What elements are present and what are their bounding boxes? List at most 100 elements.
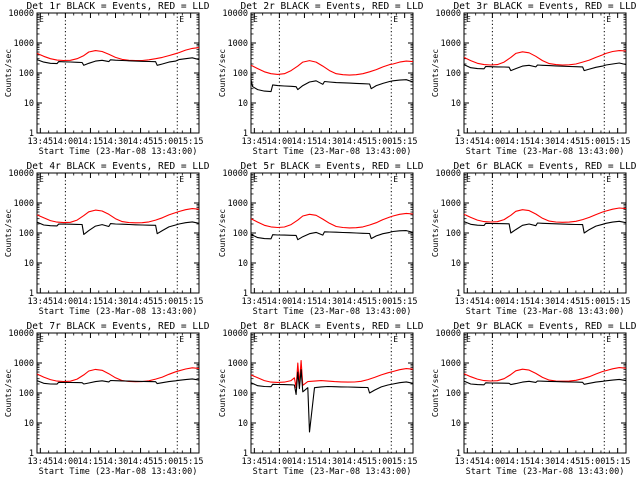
panel-det-7r: Det 7r BLACK = Events, RED = LLD 1 10 100 10… — [4, 321, 210, 477]
y-axis-label: Counts/sec — [431, 49, 440, 97]
panel-det-1r: Det 1r BLACK = Events, RED = LLD 1 10 100 10… — [4, 1, 210, 157]
panel-det-6r: Det 6r BLACK = Events, RED = LLD 1 10 100 10… — [431, 161, 637, 317]
lld-series-line — [36, 47, 200, 62]
e-marker: E — [253, 15, 258, 24]
panel-det-9r: Det 9r BLACK = Events, RED = LLD 1 10 100 10… — [431, 321, 637, 477]
lld-series-line — [250, 60, 414, 76]
e-marker: E — [606, 175, 611, 184]
y-tick-label: 10 — [24, 99, 34, 109]
x-tick-label: 15:00 — [153, 297, 179, 307]
x-tick-label: 15:00 — [367, 297, 393, 307]
y-tick-label: 1000 — [228, 39, 248, 49]
x-tick-label: 14:30 — [103, 297, 129, 307]
x-tick-label: 14:15 — [292, 297, 318, 307]
y-axis-label: Counts/sec — [4, 49, 13, 97]
x-tick-label: 14:45 — [128, 297, 154, 307]
y-tick-label: 1 — [243, 129, 248, 139]
e-marker: E — [179, 335, 184, 344]
x-tick-label: 14:15 — [78, 457, 104, 467]
x-tick-label: 14:45 — [342, 297, 368, 307]
y-tick-label: 10000 — [8, 329, 34, 339]
panel-title: Det 7r BLACK = Events, RED = LLD — [26, 321, 209, 332]
x-tick-label: 14:45 — [342, 457, 368, 467]
x-tick-label: 14:45 — [342, 137, 368, 147]
x-tick-label: 14:00 — [480, 137, 506, 147]
events-series-line — [36, 221, 200, 235]
y-tick-label: 100 — [446, 389, 461, 399]
y-tick-label: 10000 — [222, 169, 248, 179]
x-tick-label: 14:30 — [530, 297, 556, 307]
x-tick-label: 15:00 — [580, 137, 606, 147]
x-tick-label: 14:30 — [317, 457, 343, 467]
panel-title: Det 5r BLACK = Events, RED = LLD — [240, 161, 423, 172]
x-tick-label: 14:15 — [292, 457, 318, 467]
panel-title: Det 3r BLACK = Events, RED = LLD — [453, 1, 636, 12]
e-marker: E — [393, 175, 398, 184]
y-tick-label: 10 — [24, 419, 34, 429]
events-series-line — [463, 220, 627, 234]
y-tick-label: 1000 — [441, 199, 461, 209]
y-tick-label: 10000 — [222, 9, 248, 19]
x-tick-label: 13:45 — [28, 457, 54, 467]
events-series-line — [463, 62, 627, 72]
x-tick-label: 14:15 — [505, 457, 531, 467]
plot-frame — [36, 172, 200, 294]
e-marker: E — [179, 15, 184, 24]
e-marker: E — [466, 335, 471, 344]
x-tick-label: 14:00 — [480, 457, 506, 467]
y-tick-label: 10 — [451, 419, 461, 429]
y-tick-label: 1 — [29, 129, 34, 139]
y-tick-label: 1 — [456, 289, 461, 299]
x-tick-label: 14:00 — [267, 457, 293, 467]
y-tick-label: 1000 — [228, 359, 248, 369]
lld-series-line — [463, 367, 627, 382]
panel-det-4r: Det 4r BLACK = Events, RED = LLD 1 10 100 10… — [4, 161, 210, 317]
events-series-line — [463, 378, 627, 386]
e-marker: E — [39, 335, 44, 344]
x-tick-label: 15:00 — [367, 457, 393, 467]
y-tick-label: 1 — [29, 449, 34, 459]
x-tick-label: 15:15 — [178, 457, 204, 467]
x-tick-label: 13:45 — [28, 137, 54, 147]
e-marker: E — [606, 15, 611, 24]
y-tick-label: 1 — [456, 449, 461, 459]
x-tick-label: 14:30 — [530, 457, 556, 467]
y-axis-label: Counts/sec — [4, 369, 13, 417]
y-tick-label: 1 — [243, 449, 248, 459]
x-tick-label: 14:15 — [292, 137, 318, 147]
x-axis-label: Start Time (23-Mar-08 13:43:00) — [466, 147, 625, 157]
lld-series-line — [36, 367, 200, 383]
y-tick-label: 1000 — [228, 199, 248, 209]
x-axis-label: Start Time (23-Mar-08 13:43:00) — [253, 147, 412, 157]
y-tick-label: 100 — [233, 229, 248, 239]
y-tick-label: 100 — [19, 389, 34, 399]
x-tick-label: 15:15 — [392, 297, 418, 307]
events-series-line — [36, 57, 200, 66]
x-tick-label: 13:45 — [455, 297, 481, 307]
plot-frame — [463, 12, 627, 134]
plot-frame — [36, 12, 200, 134]
y-tick-label: 100 — [19, 69, 34, 79]
e-marker: E — [253, 335, 258, 344]
y-tick-label: 1 — [456, 129, 461, 139]
x-tick-label: 14:45 — [555, 137, 581, 147]
panel-title: Det 9r BLACK = Events, RED = LLD — [453, 321, 636, 332]
y-tick-label: 10000 — [435, 169, 461, 179]
y-tick-label: 10 — [24, 259, 34, 269]
plot-frame — [463, 172, 627, 294]
x-axis-label: Start Time (23-Mar-08 13:43:00) — [39, 147, 198, 157]
x-tick-label: 14:00 — [267, 297, 293, 307]
y-tick-label: 100 — [446, 69, 461, 79]
y-tick-label: 100 — [19, 229, 34, 239]
x-tick-label: 15:15 — [605, 137, 631, 147]
e-marker: E — [393, 15, 398, 24]
x-tick-label: 13:45 — [242, 137, 268, 147]
x-tick-label: 14:00 — [53, 297, 79, 307]
panel-title: Det 8r BLACK = Events, RED = LLD — [240, 321, 423, 332]
y-tick-label: 10000 — [222, 329, 248, 339]
x-tick-label: 14:30 — [530, 137, 556, 147]
lld-series-line — [36, 208, 200, 224]
y-tick-label: 10000 — [435, 9, 461, 19]
y-tick-label: 1000 — [14, 199, 34, 209]
x-axis-label: Start Time (23-Mar-08 13:43:00) — [253, 467, 412, 477]
